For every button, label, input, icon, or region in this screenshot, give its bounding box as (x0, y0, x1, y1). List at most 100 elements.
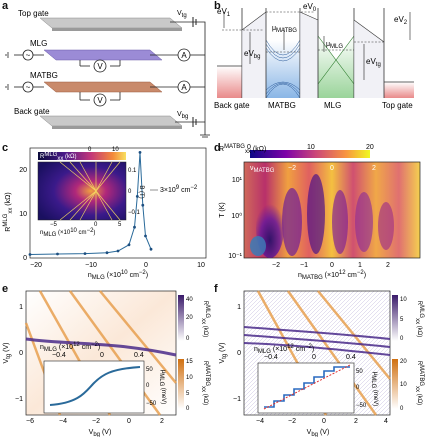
device-schematic: Top gate MLG MATBG Back gate (5, 9, 210, 138)
c-annotation: 3×10 (160, 187, 176, 194)
d-cbar-label: R (219, 146, 224, 153)
d-colorbar (250, 150, 370, 158)
e-inset-ylabel: μ (160, 370, 166, 374)
d-cbar-tick: 10 (307, 144, 315, 151)
e-cbar2-tick: 15 (186, 359, 193, 365)
e-ytick: 0 (19, 350, 23, 357)
svg-text:Vtg (V): Vtg (V) (3, 343, 12, 364)
voltmeter-mlg: V (93, 59, 107, 73)
d-nu-tick: −2 (288, 165, 296, 172)
ac-source-matbg: ~ (5, 81, 34, 93)
mlg-label: MLG (30, 39, 47, 48)
d-ytick: 10⁻¹ (228, 253, 242, 260)
top-gate-layer (39, 17, 183, 31)
c-xtick: 0 (144, 262, 148, 269)
c-xlabel: n (88, 272, 92, 279)
f-inset-ytick: −50 (356, 403, 367, 409)
e-cbar2-tick: 10 (186, 375, 193, 381)
vtg-label: V (177, 10, 182, 17)
c-inset-cbar-label: R (40, 154, 45, 160)
c-data-point (141, 203, 145, 207)
c-data-point (56, 252, 59, 256)
c-series-line (29, 152, 152, 255)
f-top-tick: 0 (312, 354, 316, 361)
chart-d: RMATBGxx (kΩ) 0 10 20 νMATBG −2 0 2 T (K… (219, 144, 421, 281)
f-cbar2-tick: 20 (400, 359, 407, 365)
ac-source-mlg: ~ (5, 49, 34, 61)
ev0-label: eV (303, 2, 313, 11)
f-top-tick: −0.4 (264, 354, 278, 361)
svg-text:RMLGxx (kΩ): RMLGxx (kΩ) (40, 152, 77, 162)
c-inset-xlabel: n (40, 230, 43, 236)
voltmeter-matbg: V (93, 93, 107, 107)
d-xtick: −2 (272, 262, 280, 269)
svg-text:nMLG (×1012 cm−2): nMLG (×1012 cm−2) (40, 342, 100, 353)
evbg-label: eV (244, 49, 254, 58)
e-inset-ytick: 0 (146, 383, 150, 389)
panel-a: a Top gate MLG MATBG Back gate (0, 0, 214, 140)
e-cbar-matbg (178, 359, 184, 409)
f-ytick: −1 (233, 396, 241, 403)
svg-text:A: A (181, 51, 187, 60)
c-xtick: −20 (30, 262, 42, 269)
f-xtick: 0 (322, 418, 326, 425)
svg-text:eV0: eV0 (303, 2, 317, 13)
chart-f: nMLG (×1012 cm−2) −0.4 0 0.4 50 0 −50 μM… (219, 290, 424, 438)
c-data-series (28, 151, 153, 256)
e-cbar1-tick: 40 (186, 297, 193, 303)
e-cbar2-label: R (202, 361, 208, 366)
svg-text:3×109 cm−2: 3×109 cm−2 (160, 185, 198, 194)
band-back-gate-label: Back gate (214, 101, 250, 110)
mu-mlg-label: μ (326, 41, 330, 48)
svg-text:μMATBG: μMATBG (272, 25, 297, 34)
panel-label-d: d (214, 142, 221, 154)
f-ytick: 1 (237, 304, 241, 311)
c-inset: RMLGxx (kΩ) 0 10 B (T) 0.1 0 −0.1 −5 0 5… (37, 147, 144, 238)
d-ylabel: T (K) (219, 202, 226, 217)
evtg-label: eV (366, 57, 376, 66)
svg-text:μMLG (meV): μMLG (meV) (370, 372, 378, 406)
f-xtick: 4 (384, 418, 388, 425)
c-inset-xtick: 5 (118, 222, 122, 228)
e-xtick: −4 (59, 418, 67, 425)
d-ytick: 10¹ (232, 177, 243, 184)
svg-text:A: A (181, 83, 187, 92)
c-data-point (138, 151, 142, 154)
svg-text:Vtg (V): Vtg (V) (219, 343, 228, 364)
back-gate-label: Back gate (14, 107, 50, 116)
f-cbar1-tick: 5 (400, 317, 404, 323)
band-top-gate-label: Top gate (382, 101, 413, 110)
svg-text:V: V (97, 96, 103, 105)
band-matbg-label: MATBG (268, 101, 296, 110)
svg-text:Vbg: Vbg (177, 111, 188, 120)
svg-text:eV1: eV1 (217, 7, 231, 18)
f-ylabel: V (219, 358, 226, 363)
chart-c: RMLGxx (kΩ) 0 10 20 −20 −10 0 10 nMLG (×… (3, 147, 207, 281)
d-cbar-tick: 0 (247, 144, 251, 151)
c-data-point (135, 195, 139, 198)
svg-text:RMATBGxx (kΩ): RMATBGxx (kΩ) (414, 361, 424, 405)
ammeter-matbg: A (177, 80, 191, 94)
c-ytick: 10 (19, 211, 27, 218)
f-cbar-mlg (392, 295, 398, 341)
c-data-point (83, 252, 87, 255)
c-inset-ytick: 0 (128, 189, 132, 195)
f-top-tick: 0.4 (346, 354, 356, 361)
c-xtick: 10 (197, 262, 205, 269)
c-ytick: 20 (19, 167, 27, 174)
c-data-point (144, 234, 147, 238)
tg-battery (192, 17, 197, 27)
c-xtick: −10 (85, 262, 97, 269)
svg-text:nMATBG (×1012 cm−2): nMATBG (×1012 cm−2) (298, 270, 366, 281)
panel-e: e nMLG (×1012 cm−2) −0.4 0 0.4 50 0 −50 (0, 283, 214, 438)
d-xtick: 1 (358, 262, 362, 269)
c-data-point (127, 243, 131, 247)
panel-c: c RMLGxx (kΩ) 0 10 20 −20 −10 0 10 nMLG … (0, 142, 214, 282)
f-cbar-matbg (392, 359, 398, 409)
d-nu-label: ν (250, 165, 254, 172)
c-inset-ytick: 0.1 (128, 168, 137, 174)
c-data-point (28, 253, 32, 256)
svg-text:nMLG (×1012 cm−2): nMLG (×1012 cm−2) (254, 344, 314, 355)
e-cbar1-tick: 20 (186, 315, 193, 321)
d-xtick: 0 (330, 262, 334, 269)
